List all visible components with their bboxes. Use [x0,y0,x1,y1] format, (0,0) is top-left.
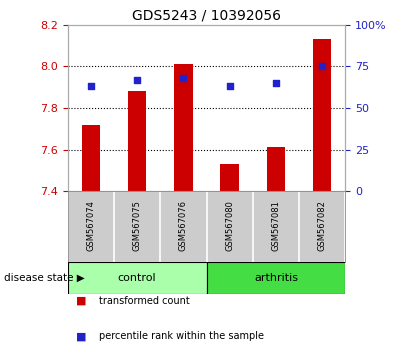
Text: transformed count: transformed count [99,296,189,306]
Title: GDS5243 / 10392056: GDS5243 / 10392056 [132,8,281,22]
Point [226,84,233,89]
Text: ■: ■ [76,331,87,341]
Bar [82,125,100,191]
Point [180,75,187,81]
Bar [206,262,345,294]
Text: disease state ▶: disease state ▶ [4,273,85,283]
Text: GSM567081: GSM567081 [271,200,280,251]
Bar [267,148,285,191]
Text: control: control [118,273,157,283]
Bar [68,262,206,294]
Point [88,84,94,89]
Point [319,63,326,69]
Point [134,77,141,82]
Text: arthritis: arthritis [254,273,298,283]
Text: GSM567080: GSM567080 [225,200,234,251]
Text: ■: ■ [76,296,87,306]
Text: GSM567076: GSM567076 [179,200,188,251]
Text: GSM567074: GSM567074 [86,200,95,251]
Text: percentile rank within the sample: percentile rank within the sample [99,331,263,341]
Text: GSM567075: GSM567075 [133,200,142,251]
Text: GSM567082: GSM567082 [318,200,327,251]
Point [272,80,279,86]
Bar [128,91,146,191]
Bar [174,64,193,191]
Bar [220,164,239,191]
Bar [313,39,331,191]
